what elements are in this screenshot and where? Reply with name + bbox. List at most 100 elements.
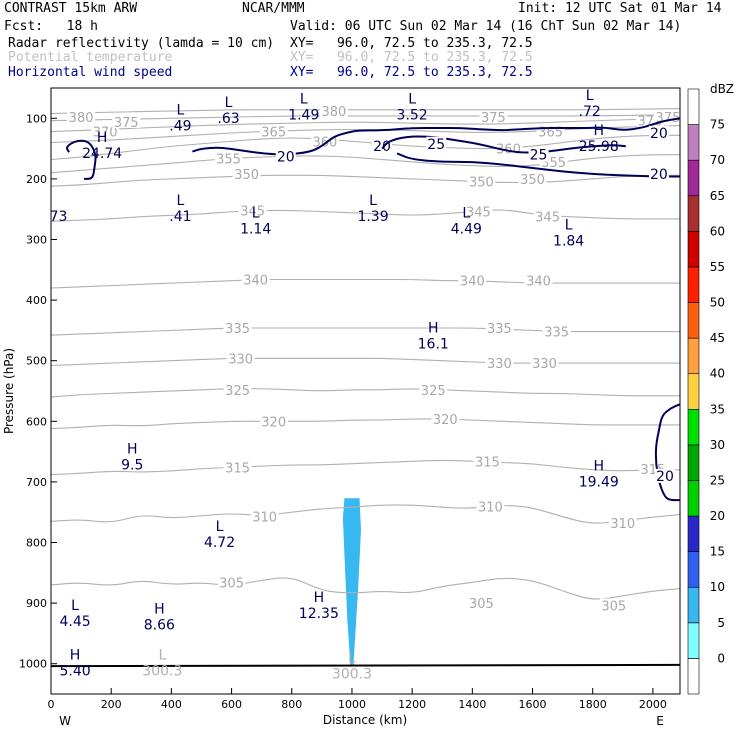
theta-contour-330 bbox=[51, 357, 680, 367]
theta-contour-360 bbox=[51, 134, 680, 161]
wind-contour-label: 20 bbox=[650, 126, 668, 142]
ground-line bbox=[51, 663, 680, 668]
theta-label-bg bbox=[217, 575, 246, 589]
theta-label-bg bbox=[467, 174, 496, 188]
colorbar-swatch bbox=[687, 480, 700, 517]
field-label-reflectivity: Radar reflectivity (lamda = 10 cm) bbox=[8, 36, 275, 51]
theta-contour-label: 355 bbox=[216, 152, 241, 167]
theta-contour-label: 380 bbox=[321, 105, 346, 120]
theta-contour-345 bbox=[51, 209, 680, 222]
colorbar-label: 55 bbox=[710, 260, 725, 274]
theta-contour-label: 315 bbox=[475, 455, 500, 470]
colorbar-label: 45 bbox=[710, 331, 725, 345]
theta-contour-315 bbox=[51, 459, 680, 476]
theta-contour-label: 335 bbox=[225, 322, 250, 337]
theta-contour-label: 345 bbox=[466, 206, 491, 221]
colorbar-unit: dBZ bbox=[710, 82, 734, 96]
theta-contour-label: 310 bbox=[478, 501, 503, 516]
wind-label-bg bbox=[528, 147, 549, 162]
theta-label-bg bbox=[542, 324, 571, 338]
colorbar-swatch bbox=[687, 408, 700, 446]
theta-contour-label: 305 bbox=[219, 576, 244, 591]
extremum-marker-l: L bbox=[177, 102, 185, 118]
extremum-value: 300.3 bbox=[332, 667, 372, 683]
theta-label-bg bbox=[419, 382, 448, 396]
theta-label-bg bbox=[223, 320, 252, 334]
y-tick-label: 900 bbox=[26, 597, 47, 610]
colorbar-swatch bbox=[687, 373, 700, 410]
x-tick-label: 0 bbox=[48, 698, 55, 711]
colorbar-label: 60 bbox=[710, 224, 725, 238]
theta-label-bg bbox=[232, 167, 261, 181]
wind-contour-label: 25 bbox=[427, 137, 445, 153]
theta-contour-label: 335 bbox=[487, 322, 512, 337]
theta-label-bg bbox=[214, 151, 243, 165]
theta-label-bg bbox=[223, 382, 252, 396]
theta-contour-label: 340 bbox=[526, 275, 551, 290]
wind-label-bg bbox=[648, 167, 669, 182]
field-xy-wind: XY= 96.0, 72.5 to 235.3, 72.5 bbox=[290, 65, 533, 80]
x-tick-label: 2000 bbox=[639, 698, 667, 711]
theta-contour-325 bbox=[51, 388, 680, 398]
extremum-value: .41 bbox=[169, 209, 191, 225]
x-tick-label: 600 bbox=[221, 698, 242, 711]
extremum-value: 12.35 bbox=[299, 606, 339, 622]
theta-label-bg bbox=[530, 356, 559, 370]
colorbar-swatch bbox=[687, 622, 700, 659]
colorbar-swatch bbox=[687, 586, 700, 624]
colorbar-label: 50 bbox=[710, 296, 725, 310]
theta-contour-label: 345 bbox=[535, 210, 560, 225]
wind-label-bg bbox=[654, 468, 675, 483]
extremum-marker-l: L bbox=[158, 648, 166, 664]
extremum-value: 8.66 bbox=[144, 618, 175, 634]
x-end-label-e: E bbox=[656, 714, 664, 728]
theta-label-bg bbox=[524, 273, 553, 287]
wind-contour-label: 20 bbox=[277, 149, 295, 165]
theta-contour-label: 345 bbox=[240, 204, 265, 219]
extremum-marker-h: H bbox=[97, 130, 108, 146]
theta-contour-label: 375 bbox=[481, 111, 506, 126]
colorbar-label: 20 bbox=[710, 509, 725, 523]
extremum-value: 1.39 bbox=[357, 209, 388, 225]
field-xy-reflectivity: XY= 96.0, 72.5 to 235.3, 72.5 bbox=[290, 36, 533, 51]
plot-frame bbox=[50, 87, 681, 695]
colorbar-swatch bbox=[687, 658, 700, 695]
extremum-marker-l: L bbox=[369, 193, 377, 209]
wind-label-bg bbox=[426, 136, 447, 151]
colorbar-label: 25 bbox=[710, 473, 725, 487]
colorbar-label: 40 bbox=[710, 367, 725, 381]
x-tick-label: 1000 bbox=[338, 698, 366, 711]
theta-contour-label: 330 bbox=[487, 357, 512, 372]
colorbar-swatch bbox=[687, 266, 700, 303]
theta-contour-label: 380 bbox=[69, 111, 94, 126]
wind-contour-unlabeled bbox=[66, 139, 97, 180]
extremum-value: 4.72 bbox=[204, 535, 235, 551]
theta-contour-label: 305 bbox=[469, 597, 494, 612]
theta-contour-label: 350 bbox=[520, 173, 545, 188]
colorbar-swatch bbox=[687, 515, 700, 552]
reflectivity-area bbox=[342, 498, 361, 667]
theta-contour-label: 320 bbox=[433, 413, 458, 428]
theta-label-bg bbox=[67, 110, 96, 124]
colorbar-swatch bbox=[687, 302, 700, 339]
field-label-theta: Potential temperature bbox=[8, 50, 173, 65]
y-tick-label: 600 bbox=[26, 415, 47, 428]
theta-label-bg bbox=[467, 596, 496, 610]
extremum-value: .63 bbox=[217, 111, 239, 127]
wind-contour-label: 20 bbox=[650, 167, 668, 183]
theta-label-bg bbox=[259, 124, 288, 138]
colorbar-label: 10 bbox=[710, 580, 725, 594]
theta-contour-310 bbox=[51, 504, 680, 524]
theta-label-bg bbox=[319, 104, 348, 118]
extremum-marker-l: L bbox=[225, 95, 233, 111]
y-tick-label: 800 bbox=[26, 537, 47, 550]
extremum-value: .49 bbox=[169, 118, 191, 134]
colorbar-label: 30 bbox=[710, 438, 725, 452]
extremum-value: 3.52 bbox=[397, 107, 428, 123]
wind-contour-label: 20 bbox=[656, 469, 674, 485]
y-tick-label: 500 bbox=[26, 355, 47, 368]
theta-contour-305 bbox=[51, 577, 680, 600]
extremum-value: 5.40 bbox=[59, 664, 90, 680]
theta-label-bg bbox=[608, 516, 637, 530]
